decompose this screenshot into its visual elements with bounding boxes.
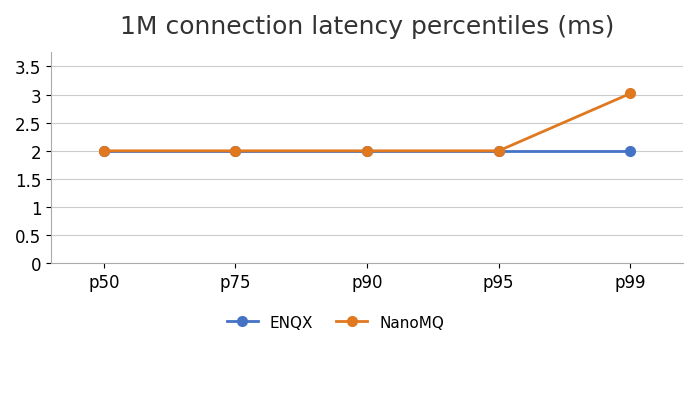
- Line: ENQX: ENQX: [99, 147, 635, 156]
- ENQX: [231, 149, 239, 154]
- NanoMQ: [231, 149, 239, 154]
- Line: NanoMQ: NanoMQ: [99, 89, 635, 156]
- Title: 1M connection latency percentiles (ms): 1M connection latency percentiles (ms): [120, 15, 614, 39]
- ENQX: [626, 149, 634, 154]
- NanoMQ: [363, 149, 371, 154]
- Legend: ENQX, NanoMQ: ENQX, NanoMQ: [221, 309, 450, 336]
- NanoMQ: [626, 92, 634, 97]
- ENQX: [363, 149, 371, 154]
- NanoMQ: [494, 149, 503, 154]
- NanoMQ: [100, 149, 108, 154]
- ENQX: [494, 149, 503, 154]
- ENQX: [100, 149, 108, 154]
